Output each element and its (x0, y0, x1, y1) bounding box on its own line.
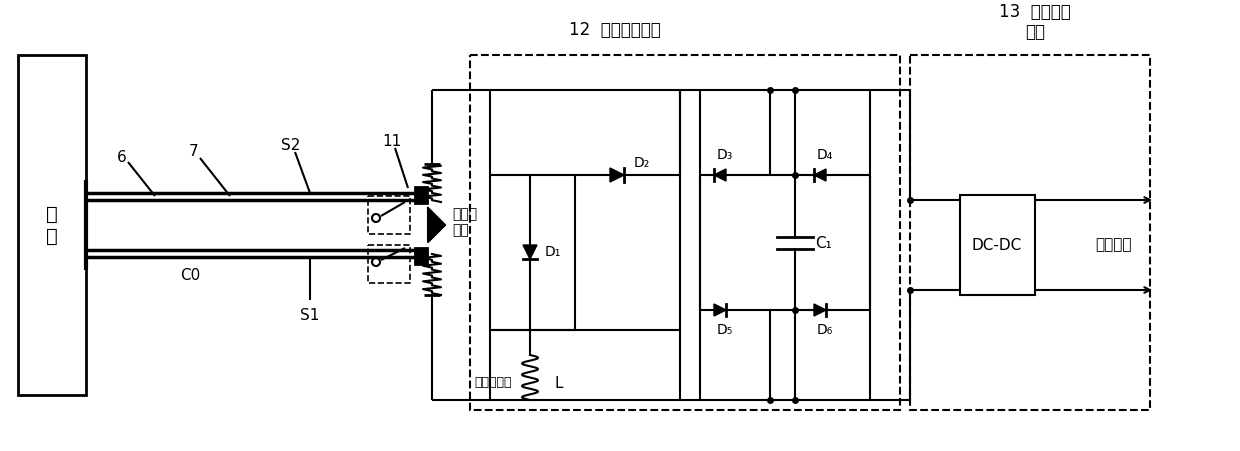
Text: 质量块
触点: 质量块 触点 (453, 207, 477, 237)
Polygon shape (610, 168, 624, 182)
Text: D₁: D₁ (546, 245, 562, 259)
Text: 夹
具: 夹 具 (46, 204, 58, 245)
Text: 12  系统接口电路: 12 系统接口电路 (569, 21, 661, 39)
Text: D₂: D₂ (634, 156, 650, 170)
Text: 轻弹簧触点: 轻弹簧触点 (474, 377, 511, 390)
Text: 传感元件: 传感元件 (1095, 238, 1131, 253)
Text: C0: C0 (180, 268, 200, 283)
Bar (910, 55, 1149, 410)
Bar (415, 248, 427, 264)
Text: DC-DC: DC-DC (972, 238, 1022, 253)
Text: D₅: D₅ (717, 323, 733, 337)
Text: 7: 7 (190, 144, 198, 160)
Text: C₁: C₁ (815, 235, 832, 250)
Text: D₃: D₃ (717, 148, 733, 162)
Bar (470, 55, 900, 410)
Polygon shape (714, 304, 725, 316)
Polygon shape (813, 304, 826, 316)
Bar (415, 187, 427, 203)
Polygon shape (813, 169, 826, 181)
Text: D₆: D₆ (817, 323, 833, 337)
Bar (368, 245, 410, 283)
Polygon shape (714, 169, 725, 181)
Text: D₄: D₄ (817, 148, 833, 162)
Text: 11: 11 (382, 134, 402, 149)
Polygon shape (523, 245, 537, 259)
Bar (960, 195, 1035, 295)
Bar (368, 196, 410, 234)
Polygon shape (428, 208, 445, 242)
Text: 13  能量管理
单元: 13 能量管理 单元 (999, 3, 1071, 41)
Text: 6: 6 (117, 149, 126, 165)
Text: S1: S1 (300, 308, 320, 323)
Text: S2: S2 (281, 138, 300, 153)
Text: L: L (556, 376, 563, 391)
Bar (19, 55, 86, 395)
